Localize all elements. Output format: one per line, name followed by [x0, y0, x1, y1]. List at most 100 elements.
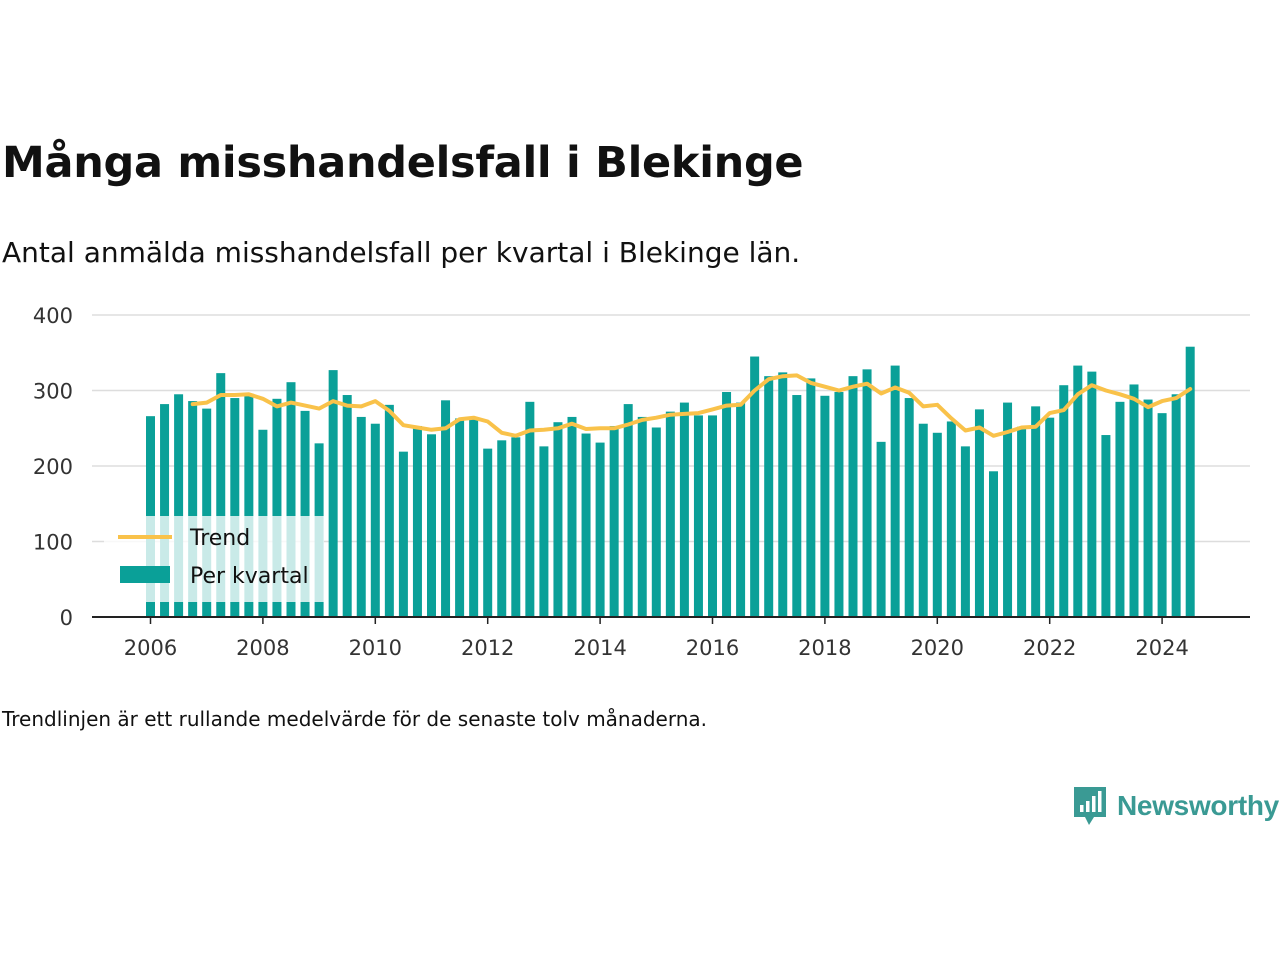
page-subtitle: Antal anmälda misshandelsfall per kvarta… — [2, 236, 801, 269]
bar — [1031, 406, 1041, 617]
bar — [679, 402, 689, 617]
bar — [708, 415, 717, 617]
bar — [1143, 399, 1153, 617]
bar — [1101, 435, 1111, 617]
x-tick-label: 2018 — [798, 636, 851, 660]
x-tick-label: 2014 — [573, 636, 626, 660]
bar — [820, 395, 830, 617]
x-tick-label: 2006 — [124, 636, 177, 660]
bar — [595, 442, 605, 617]
bar — [932, 432, 942, 617]
legend-trend-label: Trend — [189, 526, 250, 551]
x-tick-label: 2022 — [1023, 636, 1076, 660]
bar — [792, 395, 802, 617]
bar — [960, 446, 970, 617]
y-tick-label: 0 — [60, 606, 73, 630]
legend-background — [104, 516, 324, 602]
bar — [637, 416, 647, 617]
bar — [1115, 401, 1125, 617]
bar — [1073, 365, 1083, 617]
bar — [188, 401, 198, 617]
bar — [1017, 426, 1027, 617]
x-tick-label: 2008 — [236, 636, 289, 660]
bar — [398, 451, 408, 617]
bar — [441, 400, 451, 617]
brand-logo[interactable]: Newsworthy — [1072, 784, 1279, 828]
legend: Trend Per kvartal — [104, 516, 324, 602]
bar — [1003, 402, 1013, 617]
x-tick-label: 2016 — [686, 636, 739, 660]
bar — [876, 441, 886, 617]
bar — [202, 408, 212, 617]
bar — [722, 392, 732, 617]
bar — [455, 418, 465, 617]
bar — [651, 427, 661, 617]
trend-series — [190, 373, 1193, 438]
bar — [806, 378, 816, 617]
axes: 0 100 200 300 400 2006 2008 2010 2012 2014 2016 201… — [33, 304, 1250, 660]
bar — [230, 398, 240, 617]
bar — [609, 425, 619, 617]
x-tick-label: 2024 — [1135, 636, 1188, 660]
bar — [286, 382, 296, 617]
bar — [244, 393, 254, 617]
bar-chart: 0 100 200 300 400 2006 2008 2010 2012 2014 2016 201… — [33, 304, 1250, 660]
bar — [778, 372, 788, 617]
x-tick-label: 2020 — [911, 636, 964, 660]
bar — [174, 394, 184, 617]
bar — [918, 423, 928, 617]
bar — [764, 376, 774, 617]
bar — [834, 392, 844, 617]
bar — [946, 421, 956, 617]
bar — [989, 471, 998, 617]
bar — [1185, 346, 1195, 617]
bar — [356, 416, 366, 617]
x-tick-label: 2012 — [461, 636, 514, 660]
bar — [483, 448, 493, 617]
bar — [736, 402, 746, 617]
bar — [974, 409, 984, 617]
legend-bar-swatch — [120, 566, 170, 583]
bar — [539, 446, 549, 617]
bar — [553, 422, 563, 617]
bar — [272, 398, 282, 617]
bar — [511, 437, 521, 617]
bar — [848, 376, 858, 617]
footnote: Trendlinjen är ett rullande medelvärde f… — [2, 707, 708, 731]
bar — [427, 434, 436, 617]
y-tick-label: 400 — [33, 304, 73, 328]
bar — [693, 415, 703, 617]
bar — [890, 365, 900, 617]
bar-series — [146, 346, 1195, 617]
bar — [497, 440, 507, 617]
bar — [581, 433, 591, 617]
bar — [328, 370, 338, 617]
bar — [1087, 371, 1097, 617]
bar — [862, 369, 872, 617]
y-tick-label: 100 — [33, 531, 73, 555]
trend-line — [190, 373, 1193, 438]
bar — [665, 411, 675, 617]
newsworthy-logo-icon — [1074, 787, 1106, 825]
bar — [342, 395, 352, 617]
bar — [1045, 417, 1055, 617]
bar — [370, 423, 380, 617]
y-tick-label: 300 — [33, 380, 73, 404]
bar — [412, 425, 422, 617]
bar — [300, 410, 310, 617]
bar — [216, 373, 226, 617]
bar — [1157, 413, 1167, 617]
bar — [160, 404, 170, 617]
bar — [469, 417, 479, 617]
x-tick-label: 2010 — [349, 636, 402, 660]
bar — [750, 356, 760, 617]
page-title: Många misshandelsfall i Blekinge — [2, 138, 804, 188]
bar — [904, 398, 914, 617]
bar — [1059, 385, 1069, 617]
bar — [384, 404, 394, 617]
y-tick-label: 200 — [33, 455, 73, 479]
bar — [567, 416, 577, 617]
bar — [623, 404, 633, 617]
bar — [1129, 384, 1139, 617]
bar — [525, 401, 535, 617]
